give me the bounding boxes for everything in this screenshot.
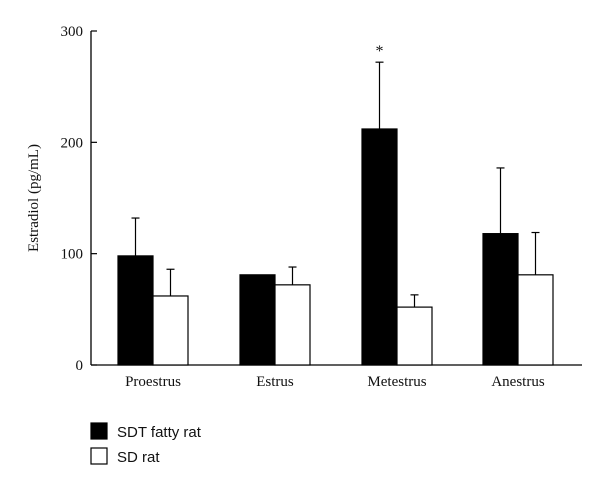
x-tick-label: Proestrus: [125, 374, 181, 390]
y-tick-label: 200: [61, 135, 84, 151]
y-tick-label: 100: [61, 247, 84, 263]
error-bars: [131, 61, 540, 308]
bars: [117, 128, 554, 366]
x-tick-labels: Proestrus Estrus Metestrus Anestrus: [125, 374, 545, 390]
x-tick-label: Estrus: [256, 374, 294, 390]
bar-sd-rat-metestrus: [396, 306, 433, 366]
legend-swatch: [90, 447, 108, 465]
legend-label: SDT fatty rat: [117, 424, 202, 441]
legend-label: SD rat: [117, 449, 160, 466]
annotations: *: [376, 43, 384, 60]
bar-sdt-fatty-rat-proestrus: [117, 255, 154, 366]
x-tick-label: Anestrus: [491, 374, 544, 390]
bar-sd-rat-estrus: [274, 284, 311, 366]
bar-sdt-fatty-rat-metestrus: [361, 128, 398, 366]
y-ticks: 0 100 200 300: [61, 24, 97, 374]
bar-sd-rat-proestrus: [152, 295, 189, 366]
legend-swatch: [90, 422, 108, 440]
y-tick-label: 0: [76, 358, 84, 374]
y-axis-label: Estradiol (pg/mL): [26, 144, 42, 252]
bar-sdt-fatty-rat-anestrus: [482, 233, 519, 366]
bar-sd-rat-anestrus: [517, 274, 554, 366]
legend: SDT fatty rat SD rat: [90, 422, 202, 466]
significance-marker: *: [376, 43, 384, 60]
x-tick-label: Metestrus: [367, 374, 426, 390]
bar-sdt-fatty-rat-estrus: [239, 274, 276, 366]
y-tick-label: 300: [61, 24, 84, 40]
